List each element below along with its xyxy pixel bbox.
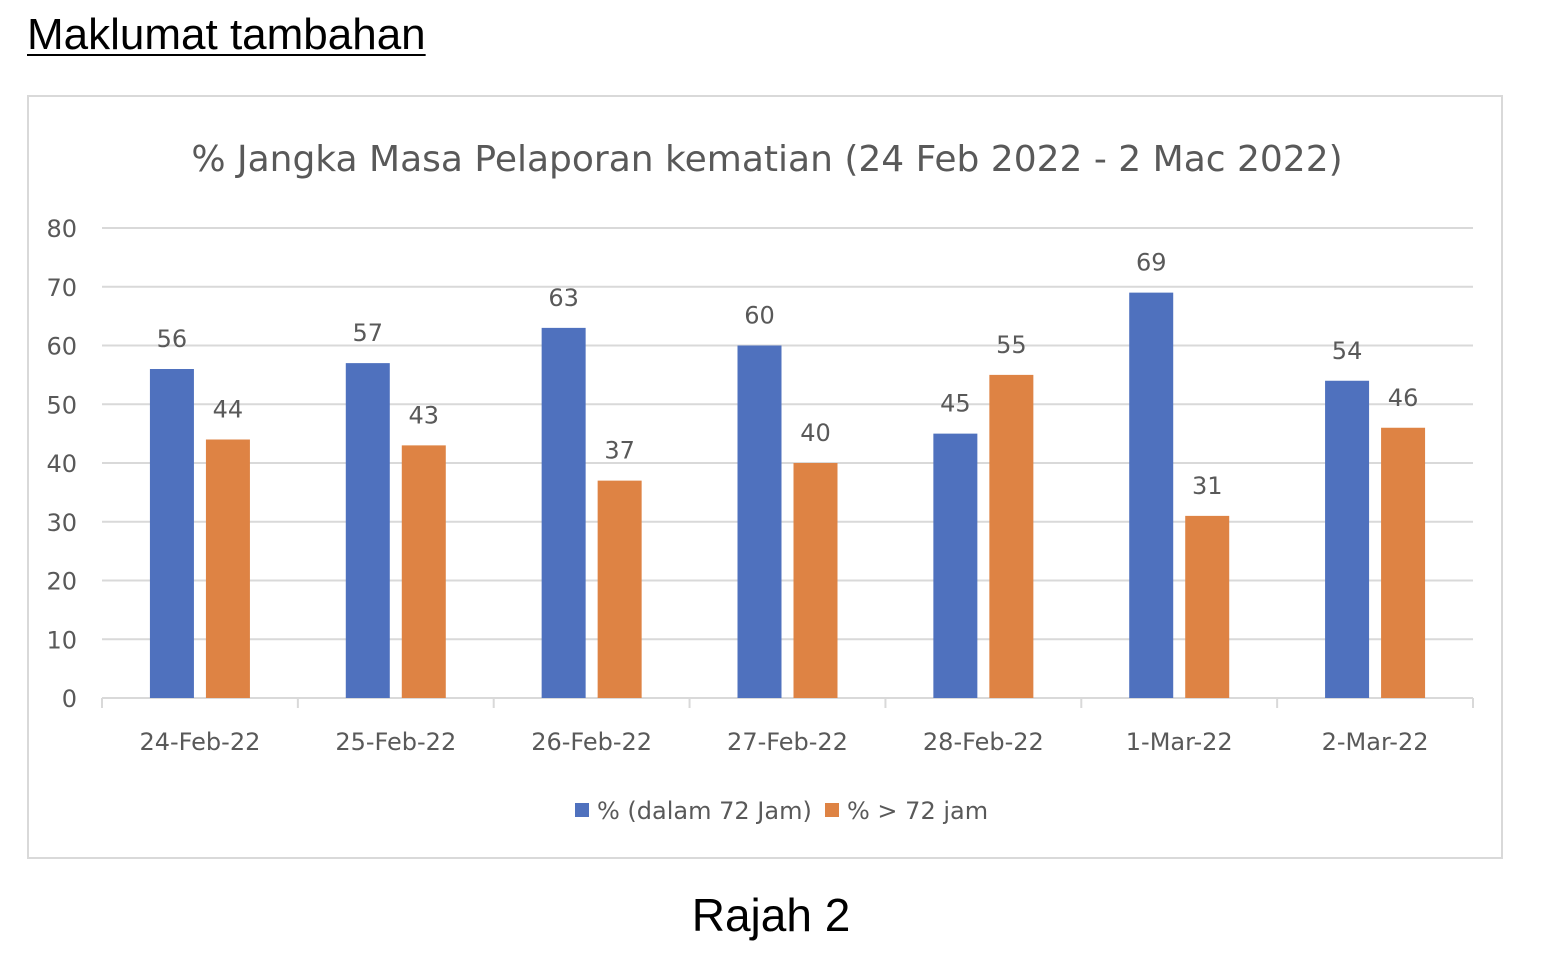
data-label: 56 <box>157 325 188 353</box>
x-tick-label: 28-Feb-22 <box>923 728 1044 756</box>
y-tick-label: 40 <box>46 450 77 478</box>
bar-series-2 <box>989 374 1034 698</box>
data-label: 44 <box>213 396 244 424</box>
bar-series-1 <box>933 433 978 698</box>
data-label: 31 <box>1192 472 1223 500</box>
data-label: 43 <box>409 401 440 429</box>
bar-series-2 <box>597 480 642 698</box>
x-tick-label: 26-Feb-22 <box>531 728 652 756</box>
y-tick-label: 10 <box>46 626 77 654</box>
labels-layer: 0 10 20 30 40 50 60 70 80 56 44 24-Feb-22 57 43 25-Feb… <box>46 215 1428 756</box>
legend-label-series-1: % (dalam 72 Jam) <box>597 797 812 825</box>
bar-series-2 <box>1185 515 1230 698</box>
data-label: 40 <box>800 419 831 447</box>
y-tick-label: 50 <box>46 391 77 419</box>
legend-swatch-series-2 <box>825 803 839 817</box>
figure-caption: Rajah 2 <box>691 889 851 941</box>
data-label: 57 <box>353 319 384 347</box>
bar-series-1 <box>149 369 194 698</box>
chart-title: % Jangka Masa Pelaporan kematian (24 Feb… <box>191 139 1342 180</box>
x-tick-label: 25-Feb-22 <box>335 728 456 756</box>
data-label: 54 <box>1332 337 1363 365</box>
data-label: 69 <box>1136 249 1167 277</box>
bars-layer <box>149 292 1426 698</box>
data-label: 63 <box>548 284 579 312</box>
legend-label-series-2: % > 72 jam <box>847 797 988 825</box>
legend: % (dalam 72 Jam) % > 72 jam <box>575 797 988 825</box>
y-tick-label: 0 <box>62 685 77 713</box>
y-tick-label: 20 <box>46 568 77 596</box>
x-tick-label: 24-Feb-22 <box>139 728 260 756</box>
bar-series-2 <box>793 463 838 698</box>
y-tick-label: 80 <box>46 215 77 243</box>
bar-series-2 <box>1381 427 1426 698</box>
y-tick-label: 30 <box>46 509 77 537</box>
x-tick-label: 27-Feb-22 <box>727 728 848 756</box>
x-tick-label: 2-Mar-22 <box>1322 728 1429 756</box>
data-label: 55 <box>996 331 1027 359</box>
x-tick-label: 1-Mar-22 <box>1126 728 1233 756</box>
data-label: 37 <box>604 437 635 465</box>
bar-series-1 <box>345 363 390 698</box>
bar-series-2 <box>205 439 250 698</box>
data-label: 60 <box>744 302 775 330</box>
legend-swatch-series-1 <box>575 803 589 817</box>
y-tick-label: 70 <box>46 274 77 302</box>
data-label: 45 <box>940 390 971 418</box>
grid-layer <box>101 227 1474 708</box>
bar-series-1 <box>541 327 586 698</box>
chart-frame: % Jangka Masa Pelaporan kematian (24 Feb… <box>27 95 1503 859</box>
bar-series-1 <box>1325 380 1370 698</box>
y-tick-label: 60 <box>46 333 77 361</box>
heading: Maklumat tambahan <box>27 10 426 59</box>
bar-series-1 <box>1129 292 1174 698</box>
chart-svg: % Jangka Masa Pelaporan kematian (24 Feb… <box>46 139 1474 825</box>
bar-series-2 <box>401 445 446 698</box>
bar-series-1 <box>737 345 782 698</box>
data-label: 46 <box>1388 384 1419 412</box>
